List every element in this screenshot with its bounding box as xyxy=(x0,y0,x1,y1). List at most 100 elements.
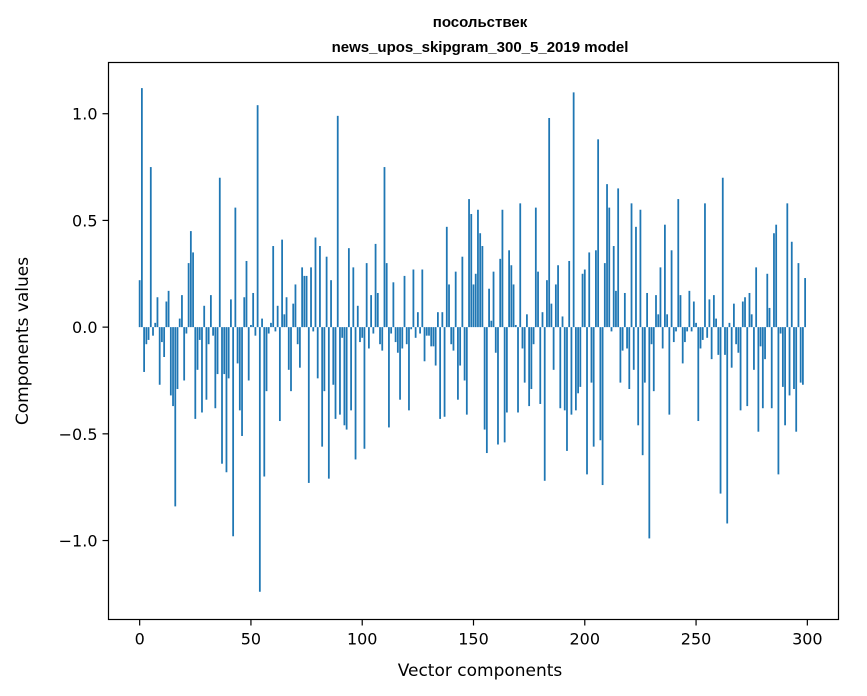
bar xyxy=(345,327,348,430)
bar xyxy=(597,139,600,328)
x-tick-label: 150 xyxy=(458,630,489,649)
bar xyxy=(757,327,760,432)
y-tick-label: −1.0 xyxy=(59,532,98,551)
bar xyxy=(236,327,239,364)
chart-subtitle: news_upos_skipgram_300_5_2019 model xyxy=(332,39,629,56)
bar xyxy=(178,318,181,328)
bar xyxy=(688,290,691,328)
bar xyxy=(568,260,571,328)
bar xyxy=(439,327,442,419)
bar xyxy=(759,327,762,347)
bar xyxy=(737,327,740,353)
bar xyxy=(145,327,148,345)
bar xyxy=(628,327,631,390)
bar xyxy=(194,327,197,419)
bar xyxy=(350,327,352,411)
bar xyxy=(443,327,446,417)
bar xyxy=(641,327,644,456)
bar xyxy=(592,327,595,447)
bar xyxy=(445,226,448,328)
bar xyxy=(376,292,379,328)
y-tick-label: 0.5 xyxy=(72,211,97,230)
bar xyxy=(332,327,335,385)
bar xyxy=(372,327,375,334)
bar xyxy=(301,267,304,328)
bar xyxy=(657,314,660,328)
bar xyxy=(588,252,591,328)
bar xyxy=(626,327,628,349)
bar xyxy=(330,280,332,328)
bar xyxy=(637,327,640,426)
bar xyxy=(781,327,784,387)
y-tick-label: −0.5 xyxy=(59,425,98,444)
bar xyxy=(697,327,700,422)
x-axis-label: Vector components xyxy=(398,661,563,681)
bar xyxy=(187,263,190,328)
bar xyxy=(583,269,586,328)
bar xyxy=(281,239,283,328)
bar xyxy=(198,327,201,340)
bar xyxy=(432,327,435,347)
bar xyxy=(610,327,613,332)
bar xyxy=(534,207,537,328)
bar xyxy=(557,265,559,328)
bar xyxy=(412,269,415,328)
x-tick-label: 300 xyxy=(792,630,823,649)
bar xyxy=(172,327,174,407)
bar xyxy=(741,301,744,328)
bar xyxy=(563,327,566,411)
bar xyxy=(679,295,682,328)
bar xyxy=(488,288,490,328)
bar xyxy=(786,203,789,328)
bar xyxy=(788,327,791,396)
bar xyxy=(392,282,395,328)
bar xyxy=(176,327,179,390)
bar xyxy=(777,327,780,475)
bar xyxy=(530,327,533,390)
bar xyxy=(481,246,484,328)
bar xyxy=(523,327,526,383)
bar xyxy=(677,199,680,328)
bar xyxy=(296,327,299,345)
bar xyxy=(310,267,312,328)
bar xyxy=(699,327,702,349)
bar xyxy=(617,188,620,328)
bar xyxy=(192,252,194,328)
bar xyxy=(704,203,706,328)
bar xyxy=(579,327,582,387)
bar xyxy=(521,327,524,349)
bar xyxy=(305,275,308,328)
bar xyxy=(461,256,464,328)
bar xyxy=(359,327,361,343)
bar xyxy=(619,327,622,383)
bar xyxy=(675,327,677,332)
bar xyxy=(775,224,778,328)
bar xyxy=(327,327,330,479)
bar xyxy=(802,327,804,385)
bar xyxy=(606,184,608,328)
bar xyxy=(430,327,433,347)
bar xyxy=(505,327,508,413)
bar xyxy=(470,214,473,328)
bar xyxy=(158,327,161,385)
bar xyxy=(599,327,602,441)
bar xyxy=(672,327,675,343)
bar xyxy=(381,327,384,351)
bar xyxy=(664,224,666,328)
bar xyxy=(408,327,410,411)
bar xyxy=(728,322,731,328)
bar xyxy=(639,209,642,328)
bar xyxy=(421,269,424,328)
bar xyxy=(374,243,377,328)
bar xyxy=(403,275,406,328)
bar xyxy=(541,312,544,328)
bar xyxy=(341,327,344,338)
bar xyxy=(650,327,653,345)
bar xyxy=(539,327,542,404)
bar xyxy=(270,322,272,328)
bar xyxy=(138,280,141,328)
bar xyxy=(140,88,143,328)
bar xyxy=(615,290,617,328)
bar xyxy=(666,314,669,328)
bar xyxy=(586,327,588,475)
